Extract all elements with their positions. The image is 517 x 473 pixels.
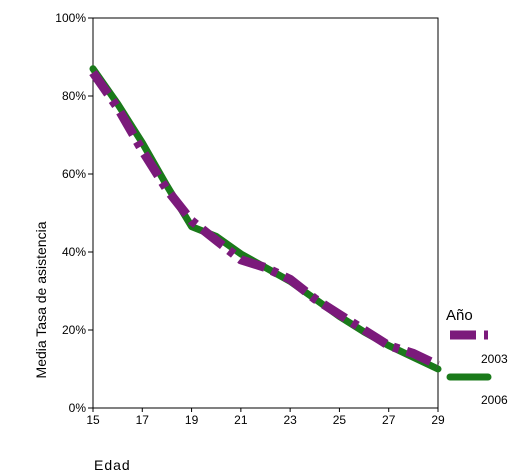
x-tick-label: 25 — [333, 413, 347, 427]
y-axis-title: Media Tasa de asistencia — [33, 221, 49, 378]
y-axis: 0% 20% 40% 60% 80% 100% — [55, 11, 93, 415]
x-tick-label: 29 — [431, 413, 445, 427]
series-line-2006 — [89, 65, 442, 373]
x-axis: 15 17 19 21 23 25 27 29 — [86, 408, 445, 427]
series-line-2003 — [89, 70, 440, 370]
x-tick-label: 27 — [382, 413, 396, 427]
y-tick-label: 40% — [62, 245, 86, 259]
y-tick-label: 0% — [69, 401, 87, 415]
x-tick-label: 19 — [185, 413, 199, 427]
plot-frame — [92, 17, 439, 409]
y-tick-label: 20% — [62, 323, 86, 337]
x-tick-label: 21 — [234, 413, 248, 427]
legend-label-2003: 2003 — [481, 352, 508, 366]
legend-label-2006: 2006 — [481, 393, 508, 407]
series-layer — [89, 65, 442, 373]
y-tick-label: 100% — [55, 11, 86, 25]
x-tick-label: 23 — [283, 413, 297, 427]
x-tick-label: 15 — [86, 413, 100, 427]
y-tick-label: 60% — [62, 167, 86, 181]
legend-title: Año — [446, 307, 473, 324]
y-tick-label: 80% — [62, 89, 86, 103]
legend: Año 2003 2006 — [446, 307, 508, 407]
x-tick-label: 17 — [136, 413, 150, 427]
x-axis-title: Edad — [94, 457, 131, 473]
